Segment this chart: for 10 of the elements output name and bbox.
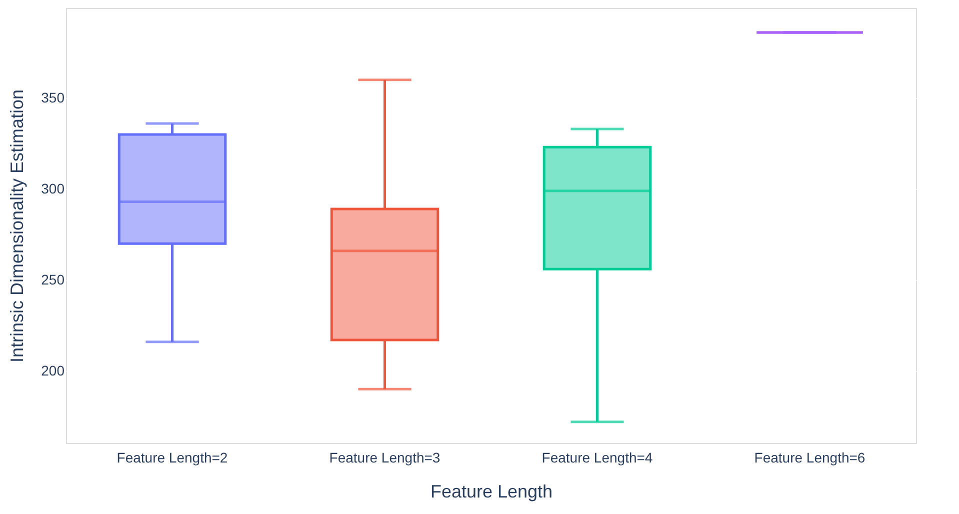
x-tick-label: Feature Length=2 <box>116 450 228 466</box>
x-tick-label: Feature Length=3 <box>329 450 440 466</box>
y-tick-label: 350 <box>41 90 65 106</box>
x-tick-label: Feature Length=6 <box>754 450 866 466</box>
x-axis-title: Feature Length <box>430 482 553 502</box>
x-tick-label: Feature Length=4 <box>542 450 653 466</box>
y-tick-label: 300 <box>41 180 65 197</box>
y-axis-title: Intrinsic Dimensionality Estimation <box>7 89 28 363</box>
y-tick-label: 250 <box>41 271 65 288</box>
y-tick-label: 200 <box>41 362 65 378</box>
